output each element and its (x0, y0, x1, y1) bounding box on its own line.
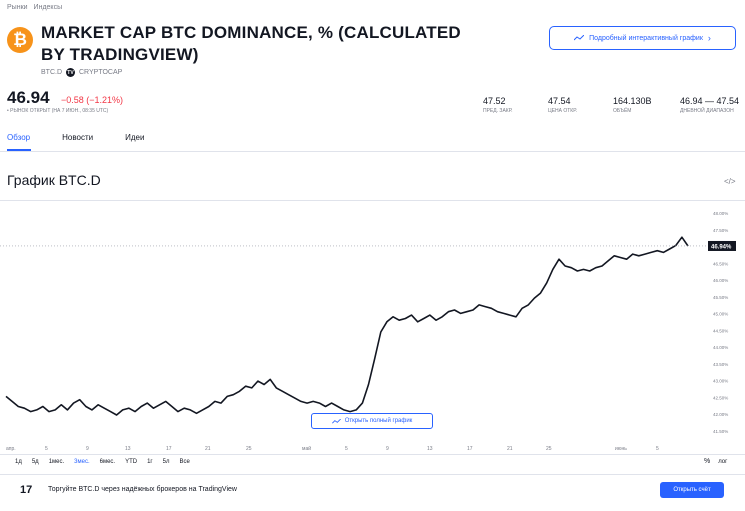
x-tick-label: апр. (6, 446, 16, 452)
open-account-button[interactable]: Открыть счёт (660, 482, 724, 498)
range-1[interactable]: 5д (31, 459, 39, 465)
scale-controls: % лог (704, 458, 727, 465)
broker-footer: 17 Торгуйте BTC.D через надёжных брокеро… (0, 474, 745, 504)
y-tick-label: 42.00% (713, 412, 728, 417)
x-tick-label: 21 (507, 446, 513, 452)
tradingview-badge-icon: TV (66, 68, 75, 77)
stat-label: ПРЕД. ЗАКР. (483, 108, 513, 114)
breadcrumb: Рынки Индексы (7, 4, 62, 11)
x-tick-label: 25 (246, 446, 252, 452)
range-3[interactable]: 3мес. (74, 459, 90, 465)
range-7[interactable]: 5л (162, 459, 170, 465)
x-tick-label: 17 (166, 446, 172, 452)
y-tick-label: 43.00% (713, 379, 728, 384)
y-tick-label: 47.50% (713, 228, 728, 233)
open-full-chart-label: Открыть полный график (344, 418, 413, 424)
stat-prev-close: 47.52 ПРЕД. ЗАКР. (483, 96, 512, 114)
tab-overview[interactable]: Обзор (7, 133, 31, 142)
y-tick-label: 45.00% (713, 312, 728, 317)
market-status: • РЫНОК ОТКРЫТ (НА 7 ИЮН., 08:35 UTC) (7, 108, 109, 114)
page-title: MARKET CAP BTC DOMINANCE, % (CALCULATED … (41, 23, 461, 64)
range-8[interactable]: Все (179, 459, 190, 465)
chart-line-icon (574, 35, 585, 41)
tradingview-logo-icon: 17 (20, 484, 33, 496)
x-tick-label: 5 (45, 446, 48, 452)
stat-value: 164.130B (613, 96, 652, 106)
x-tick-label: 13 (427, 446, 433, 452)
price-change: −0.58 (−1.21%) (61, 95, 124, 105)
stat-open: 47.54 ЦЕНА ОТКР. (548, 96, 577, 114)
x-tick-label: 5 (345, 446, 348, 452)
y-tick-label: 46.00% (713, 278, 728, 283)
broker-promo-text: Торгуйте BTC.D через надёжных брокеров н… (48, 486, 237, 493)
symbol-ticker: BTC.D (41, 69, 62, 76)
price-series-line (5, 236, 689, 416)
range-0[interactable]: 1д (15, 459, 22, 465)
active-tab-indicator (7, 149, 31, 151)
stat-day-range: 46.94 — 47.54 ДНЕВНОЙ ДИАПАЗОН (680, 96, 739, 114)
y-tick-label: 42.50% (713, 395, 728, 400)
x-tick-label: июнь (615, 446, 627, 452)
stat-label: ЦЕНА ОТКР. (548, 108, 578, 114)
tab-news[interactable]: Новости (62, 133, 94, 142)
breadcrumb-indices[interactable]: Индексы (33, 4, 63, 11)
x-tick-label: 9 (86, 446, 89, 452)
y-tick-label: 44.00% (713, 345, 728, 350)
interactive-chart-button[interactable]: Подробный интерактивный график › (549, 26, 736, 50)
chart-canvas[interactable]: 48.00%47.50%47.00%46.50%46.00%45.50%45.0… (0, 201, 745, 456)
price-chart[interactable]: 48.00%47.50%47.00%46.50%46.00%45.50%45.0… (0, 200, 745, 455)
breadcrumb-markets[interactable]: Рынки (7, 4, 28, 11)
embed-code-icon[interactable]: </> (724, 177, 736, 186)
y-tick-label: 41.50% (713, 429, 728, 434)
y-tick-label: 45.50% (713, 295, 728, 300)
chart-section-title: График BTC.D (7, 172, 101, 188)
y-tick-label: 43.50% (713, 362, 728, 367)
current-price-badge-label: 46.94% (711, 244, 732, 250)
x-tick-label: 25 (546, 446, 552, 452)
divider (0, 151, 745, 152)
chart-line-icon (331, 418, 341, 423)
chevron-right-icon: › (707, 33, 711, 43)
x-tick-label: 21 (205, 446, 211, 452)
stat-label: ДНЕВНОЙ ДИАПАЗОН (680, 108, 734, 114)
range-4[interactable]: 6мес. (99, 459, 116, 465)
y-tick-label: 44.50% (713, 328, 728, 333)
current-price-badge (708, 240, 736, 251)
range-6[interactable]: 1г (147, 459, 153, 465)
stat-value: 47.54 (548, 96, 571, 106)
stat-label: ОБЪЁМ (613, 108, 632, 114)
exchange-name[interactable]: CRYPTOCAP (79, 69, 123, 76)
x-tick-label: 9 (386, 446, 389, 452)
open-full-chart-button[interactable]: Открыть полный график (311, 413, 433, 429)
x-tick-label: 5 (656, 446, 659, 452)
y-tick-label: 46.50% (713, 261, 728, 266)
tab-bar: Обзор Новости Идеи (7, 133, 176, 142)
tab-ideas[interactable]: Идеи (125, 133, 145, 142)
y-tick-label: 48.00% (713, 211, 728, 216)
log-scale-toggle[interactable]: лог (718, 459, 728, 465)
percent-scale-toggle[interactable]: % (704, 458, 711, 465)
interactive-chart-label: Подробный интерактивный график (589, 34, 703, 42)
stat-value: 47.52 (483, 96, 506, 106)
x-tick-label: май (302, 445, 311, 452)
x-tick-label: 13 (125, 446, 131, 452)
range-selector: 1д 5д 1мес. 3мес. 6мес. YTD 1г 5л Все (15, 459, 190, 465)
current-price: 46.94 (7, 88, 50, 107)
range-2[interactable]: 1мес. (48, 459, 65, 465)
stat-value: 46.94 — 47.54 (680, 96, 740, 106)
bitcoin-logo-icon: ₿ (7, 27, 33, 53)
stat-volume: 164.130B ОБЪЁМ (613, 96, 652, 114)
symbol-row: BTC.D TV CRYPTOCAP (41, 68, 122, 77)
range-5[interactable]: YTD (125, 459, 138, 465)
x-tick-label: 17 (467, 446, 473, 452)
